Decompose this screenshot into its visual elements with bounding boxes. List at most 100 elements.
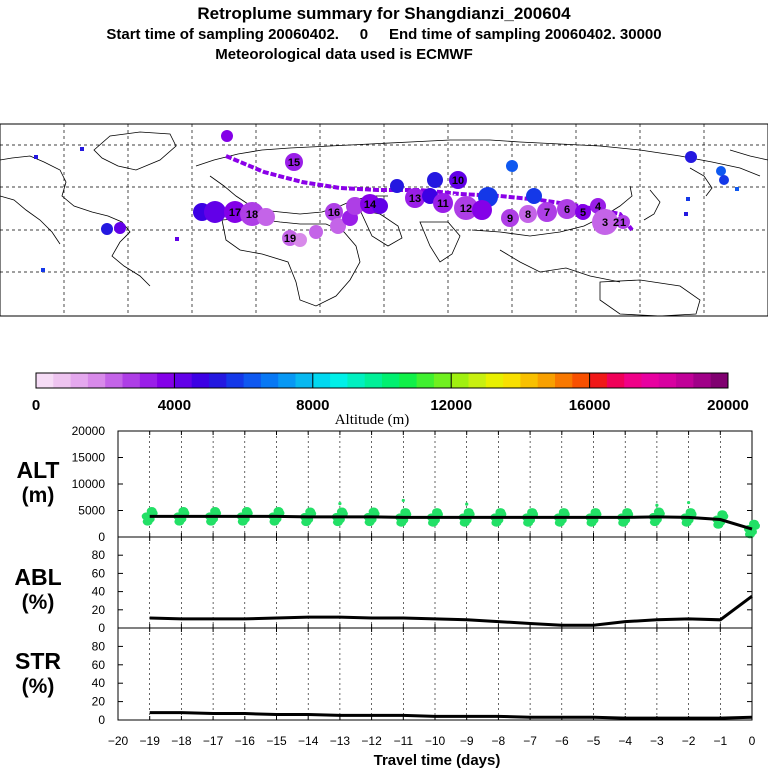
alt-particle	[491, 518, 502, 527]
str-label: STR	[15, 648, 61, 674]
colorbar-swatch	[468, 373, 487, 388]
colorbar-tick-label: 0	[32, 397, 40, 414]
trajectory-path	[225, 154, 634, 232]
x-tick-label: −12	[361, 734, 382, 748]
map-cluster-label: 1	[620, 217, 626, 229]
map-cluster-label: 5	[580, 207, 586, 219]
colorbar-swatch	[122, 373, 141, 388]
colorbar-swatch	[641, 373, 660, 388]
y-tick-label: 20	[92, 603, 106, 617]
map-plume-blob	[405, 188, 425, 208]
colorbar-tick-label: 8000	[296, 397, 329, 414]
map-particle	[684, 212, 688, 216]
x-tick-label: −20	[108, 734, 129, 748]
x-tick-label: −2	[682, 734, 696, 748]
colorbar-swatch	[624, 373, 642, 388]
map-plume-blob	[575, 204, 591, 220]
x-tick-label: −5	[587, 734, 601, 748]
map-plume-blob	[719, 175, 729, 185]
map-cluster-label: 2	[613, 217, 619, 229]
map-plume-blob	[592, 209, 618, 235]
x-tick-label: −4	[618, 734, 632, 748]
x-tick-label: 0	[749, 734, 756, 748]
alt-particle	[241, 507, 252, 516]
colorbar-swatch	[485, 373, 504, 388]
coast-greenland	[93, 131, 177, 171]
alt-particle	[745, 530, 755, 539]
y-tick-label: 0	[98, 713, 105, 727]
x-tick-label: −15	[266, 734, 287, 748]
colorbar: 0 4000 8000 12000 16000 20000 Altitude (m)	[32, 372, 749, 428]
alt-particle	[649, 518, 660, 527]
map-particle	[175, 237, 179, 241]
colorbar-swatch	[243, 373, 262, 388]
x-tick-label: −8	[492, 734, 506, 748]
map-cluster-label: 3	[602, 217, 608, 229]
y-tick-label: 5000	[78, 504, 105, 518]
map-plume-blob	[501, 209, 519, 227]
panel-abl: 0 20 40 60 80	[92, 536, 753, 635]
y-tick-label: 40	[92, 676, 106, 690]
x-tick-label: −16	[235, 734, 256, 748]
colorbar-swatch	[87, 373, 106, 388]
map-plume-blob	[449, 171, 467, 189]
alt-particle	[717, 510, 728, 519]
map-cluster-label: 10	[452, 175, 464, 187]
map-cluster-label: 15	[288, 157, 300, 169]
map-cluster-label: 13	[409, 193, 421, 205]
colorbar-swatch	[260, 373, 279, 388]
colorbar-swatch	[53, 373, 72, 388]
alt-particle	[459, 518, 470, 527]
map-plume-blob	[472, 200, 492, 220]
x-tick-label: −13	[330, 734, 351, 748]
colorbar-swatch	[710, 373, 729, 388]
alt-particle	[142, 517, 153, 526]
alt-particle-outlier	[338, 502, 342, 506]
colorbar-label: Altitude (m)	[335, 412, 410, 428]
y-tick-label: 0	[98, 621, 105, 635]
map-plume-blob	[454, 196, 478, 220]
alt-particle	[174, 517, 185, 526]
map-plume-blob	[330, 218, 346, 234]
series-line-alt	[149, 514, 753, 531]
sampling-time: Start time of sampling 20060402. 0 End t…	[106, 26, 662, 43]
x-tick-label: −6	[555, 734, 569, 748]
alt-particle	[527, 508, 538, 517]
map-plume-blob	[309, 225, 323, 239]
alt-particle	[305, 507, 316, 516]
x-axis-label: Travel time (days)	[374, 752, 501, 768]
colorbar-swatch	[139, 373, 158, 388]
map-plume-blob	[204, 201, 226, 223]
x-tick-label: −7	[523, 734, 537, 748]
map-plume-blob	[433, 193, 453, 213]
alt-particle	[685, 508, 696, 517]
alt-particle	[681, 518, 692, 527]
map-cluster-label: 18	[246, 209, 258, 221]
colorbar-swatch	[416, 373, 435, 388]
alt-particle	[586, 518, 597, 527]
met-data: Meteorological data used is ECMWF	[215, 46, 473, 63]
map-particle	[41, 268, 45, 272]
colorbar-frame	[35, 372, 729, 389]
map-cluster-label: 8	[525, 209, 531, 221]
map-particle	[80, 147, 84, 151]
coast-na	[0, 155, 151, 287]
alt-particle	[336, 507, 347, 516]
colorbar-swatch	[676, 373, 694, 388]
alt-particle	[400, 508, 411, 517]
map-cluster-label: 4	[595, 201, 602, 213]
alt-particle	[210, 507, 221, 516]
colorbar-swatch	[572, 373, 591, 388]
alt-particle	[495, 508, 506, 517]
x-tick-label: −9	[460, 734, 474, 748]
alt-particle	[332, 518, 343, 527]
map-cluster-label: 11	[437, 198, 449, 210]
y-tick-label: 80	[92, 548, 106, 562]
map-particle	[686, 197, 690, 201]
x-tick-label: −3	[650, 734, 664, 748]
panel-alt: 0 5000 10000 15000 20000	[72, 424, 760, 544]
map-plume-blob	[285, 153, 303, 171]
